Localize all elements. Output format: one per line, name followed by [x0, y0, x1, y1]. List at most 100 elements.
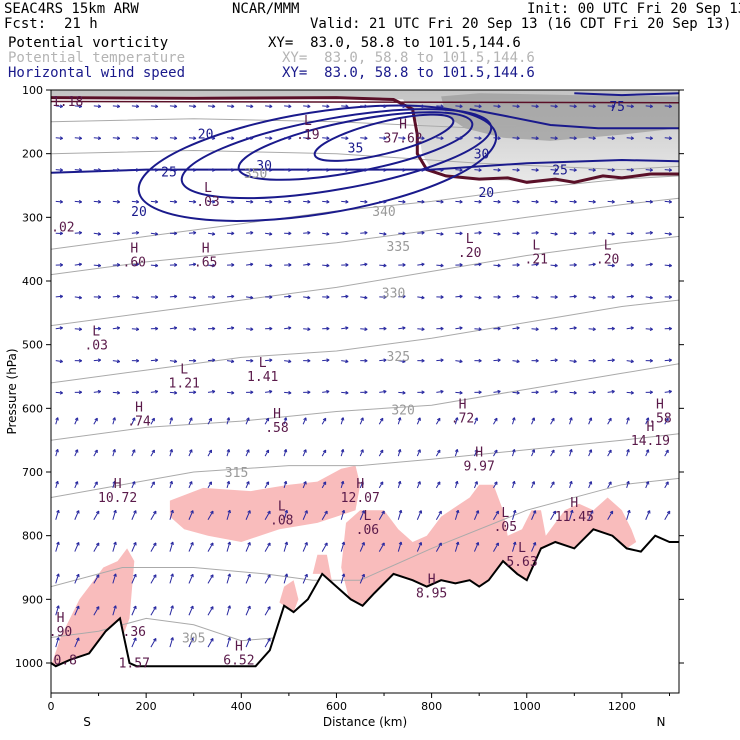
wind-vector: [226, 295, 235, 298]
wind-vector-head: [212, 136, 216, 141]
wind-vector-head: [284, 509, 289, 514]
wind-contour-label: 75: [609, 100, 625, 115]
wind-vector-head: [269, 326, 273, 331]
wind-vector-head: [231, 104, 235, 109]
wind-vector: [340, 417, 344, 425]
wind-vector-head: [59, 231, 64, 236]
wind-vector-head: [303, 481, 307, 485]
extremum-letter: L: [604, 238, 612, 253]
wind-vector: [378, 510, 385, 521]
extremum-letter: H: [428, 573, 436, 588]
wind-vector-head: [360, 449, 364, 453]
wind-vector: [436, 169, 444, 171]
wind-vector: [226, 510, 231, 520]
wind-vector-head: [592, 262, 596, 267]
wind-vector: [645, 200, 653, 203]
wind-vector: [588, 481, 592, 489]
wind-vector-head: [474, 449, 478, 453]
wind-vector: [664, 449, 669, 457]
wind-vector-head: [459, 359, 463, 364]
wind-vector-head: [131, 417, 136, 421]
wind-vector: [474, 296, 482, 299]
wind-vector-head: [474, 481, 478, 485]
wind-vector-head: [59, 168, 64, 172]
wind-vector-head: [97, 168, 102, 172]
wind-vector: [435, 481, 441, 489]
wind-vector-head: [497, 168, 501, 172]
wind-vector-head: [78, 358, 83, 363]
wind-vector: [302, 449, 307, 457]
wind-vector-head: [516, 168, 520, 172]
wind-vector: [493, 481, 498, 489]
wind-vector-head: [78, 262, 83, 267]
wind-vector-head: [307, 199, 311, 204]
wind-vector: [169, 417, 173, 425]
y-tick-label: 400: [22, 275, 43, 288]
wind-vector: [303, 169, 311, 171]
wind-vector-head: [497, 232, 501, 236]
init-time: Init: 00 UTC Fri 20 Sep 13: [527, 1, 740, 17]
wind-vector: [398, 200, 406, 203]
y-tick-label: 300: [22, 211, 43, 224]
wind-contour-label: 20: [131, 205, 147, 220]
wind-vector-head: [193, 104, 197, 109]
wind-vector: [55, 391, 63, 394]
wind-vector: [188, 169, 196, 171]
wind-vector-head: [551, 417, 555, 422]
wind-vector: [150, 232, 158, 235]
wind-vector-head: [554, 358, 558, 363]
wind-vector-head: [208, 417, 212, 422]
wind-vector-head: [174, 294, 178, 299]
wind-vector: [340, 573, 345, 584]
wind-vector-head: [402, 231, 406, 236]
wind-vector-head: [174, 199, 178, 204]
wind-vector: [493, 510, 499, 521]
wind-vector-head: [174, 104, 178, 109]
wind-vector-head: [551, 449, 555, 454]
wind-vector-head: [116, 104, 121, 109]
wind-vector: [474, 263, 482, 266]
wind-vector-head: [208, 449, 212, 454]
wind-vector-head: [608, 449, 612, 454]
wind-vector: [607, 359, 615, 362]
wind-vector-head: [56, 541, 60, 546]
pv-shaded-region: [169, 465, 361, 542]
x-tick-label: 600: [326, 700, 347, 713]
wind-vector-head: [116, 294, 121, 299]
wind-vector: [207, 169, 216, 171]
wind-vector: [645, 232, 653, 234]
wind-vector-head: [535, 230, 539, 235]
wind-vector-head: [478, 168, 482, 172]
wind-vector-head: [554, 136, 558, 141]
wind-vector: [569, 137, 577, 139]
wind-vector: [246, 232, 254, 234]
wind-vector: [112, 200, 120, 203]
wind-vector: [569, 417, 573, 425]
wind-vector: [55, 605, 60, 616]
wind-vector: [512, 169, 520, 171]
wind-vector: [283, 417, 287, 425]
wind-vector-head: [116, 199, 121, 204]
wind-vector-head: [269, 104, 273, 109]
wind-vector-head: [113, 541, 117, 546]
wind-vector: [188, 232, 196, 234]
wind-vector-head: [322, 449, 327, 454]
wind-vector: [93, 449, 98, 457]
wind-vector: [435, 510, 442, 521]
wind-vector-head: [421, 262, 425, 267]
wind-vector-head: [397, 449, 402, 453]
extremum-letter: L: [204, 181, 212, 196]
wind-vector: [169, 573, 174, 584]
wind-vector: [131, 232, 139, 234]
wind-vector-head: [478, 358, 482, 363]
wind-vector: [626, 449, 630, 457]
wind-vector-head: [592, 390, 596, 395]
wind-vector-head: [116, 326, 121, 330]
wind-vector: [607, 137, 615, 139]
wind-vector: [626, 417, 630, 425]
wind-vector-head: [383, 326, 387, 331]
wind-vector-head: [516, 199, 520, 204]
organization: NCAR/MMM: [232, 1, 300, 17]
wind-vector-head: [135, 327, 140, 332]
wind-vector: [588, 328, 596, 330]
